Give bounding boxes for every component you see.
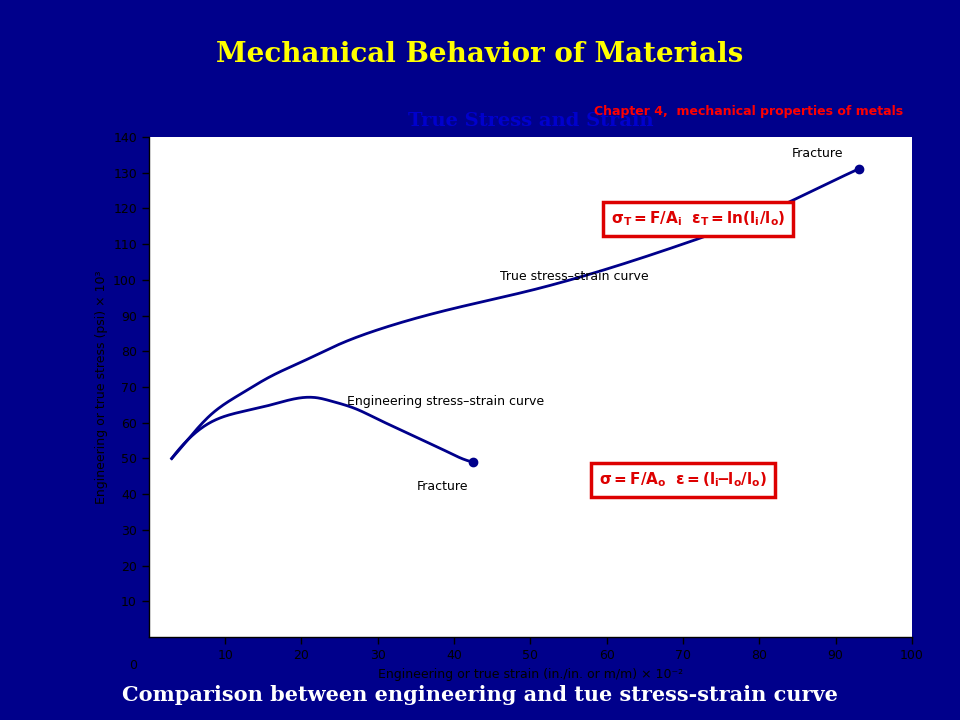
X-axis label: Engineering or true strain (in./in. or m/m) × 10⁻²: Engineering or true strain (in./in. or m… [378,667,683,680]
Text: Mechanical Behavior of Materials: Mechanical Behavior of Materials [216,40,744,68]
Text: Comparison between engineering and tue stress-strain curve: Comparison between engineering and tue s… [122,685,838,705]
Text: $\mathbf{\sigma = F/A_o\ \ \varepsilon = (l_i\!\!-\!\!l_o/l_o)}$: $\mathbf{\sigma = F/A_o\ \ \varepsilon =… [599,471,767,490]
Text: Engineering stress–strain curve: Engineering stress–strain curve [348,395,544,408]
Y-axis label: Engineering or true stress (psi) × 10³: Engineering or true stress (psi) × 10³ [95,270,108,504]
Text: Chapter 4,  mechanical properties of metals: Chapter 4, mechanical properties of meta… [594,105,903,118]
Title: True Stress and Strain: True Stress and Strain [408,112,653,130]
Text: True stress–strain curve: True stress–strain curve [500,270,649,283]
Text: Fracture: Fracture [792,147,843,160]
Text: 0: 0 [130,659,137,672]
Text: $\mathbf{\sigma_T = F/A_i\ \ \varepsilon_T = ln(l_i/l_o)}$: $\mathbf{\sigma_T = F/A_i\ \ \varepsilon… [612,210,785,228]
Text: Fracture: Fracture [417,480,468,493]
